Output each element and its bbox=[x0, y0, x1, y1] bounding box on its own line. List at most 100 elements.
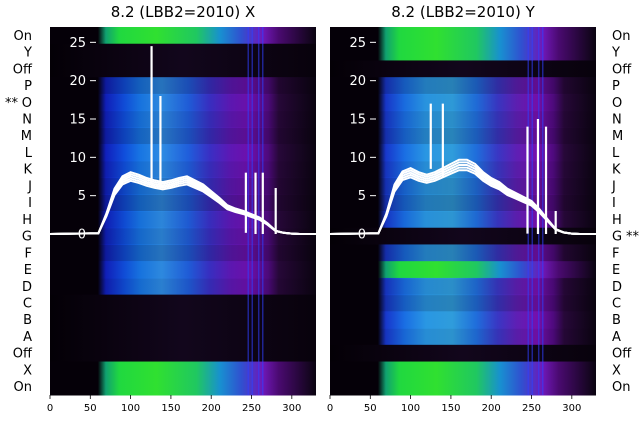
heatmap-row-off bbox=[330, 344, 596, 363]
row-label-on: On bbox=[612, 29, 630, 44]
xtick-label: 300 bbox=[562, 403, 581, 414]
row-label-off: Off bbox=[13, 347, 33, 362]
xtick-label: 0 bbox=[47, 403, 53, 414]
heatmap-row-o bbox=[50, 93, 316, 112]
row-label-x: X bbox=[23, 363, 32, 378]
heatmap-row-a bbox=[50, 328, 316, 346]
xtick-label: 250 bbox=[242, 403, 261, 414]
row-label-l: L bbox=[612, 146, 620, 161]
overlay-ytick-label: 10 bbox=[349, 151, 366, 166]
heatmap-row-f bbox=[330, 244, 596, 262]
row-marker: ** bbox=[5, 96, 19, 111]
trace-line bbox=[329, 158, 596, 235]
row-label-m: M bbox=[612, 129, 623, 144]
panel-title: 8.2 (LBB2=2010) Y bbox=[391, 3, 535, 21]
heatmap-row-b bbox=[50, 311, 316, 329]
heatmap-row-g bbox=[50, 227, 316, 245]
heatmap-row-l bbox=[330, 144, 596, 162]
xtick-label: 300 bbox=[282, 403, 301, 414]
row-label-a: A bbox=[23, 330, 32, 345]
spectral-streak bbox=[247, 27, 249, 395]
row-label-d: D bbox=[612, 280, 622, 295]
row-label-o: O bbox=[22, 96, 32, 111]
row-label-h: H bbox=[22, 213, 32, 228]
heatmap-row-o bbox=[330, 93, 596, 112]
xtick-label: 0 bbox=[327, 403, 333, 414]
heatmap-row-l bbox=[50, 144, 316, 162]
heatmap-row-d bbox=[330, 277, 596, 296]
row-label-k: K bbox=[23, 163, 32, 178]
overlay-ytick-label: 25 bbox=[349, 36, 366, 51]
heatmap-row-k bbox=[50, 160, 316, 179]
spectral-streak bbox=[251, 27, 254, 395]
overlay-ytick-label: 20 bbox=[349, 74, 366, 89]
xtick-label: 50 bbox=[364, 403, 377, 414]
trace-line bbox=[49, 171, 316, 235]
heatmap-row-g bbox=[330, 227, 596, 245]
overlay-ytick-label: 5 bbox=[358, 189, 366, 204]
xtick-label: 100 bbox=[121, 403, 140, 414]
row-label-p: P bbox=[612, 79, 620, 94]
row-label-n: N bbox=[612, 113, 622, 128]
row-label-g: G bbox=[612, 230, 622, 245]
heatmap-row-h bbox=[330, 211, 596, 229]
row-label-e: E bbox=[24, 263, 32, 278]
panel-1: 0 5 10 15 20 25 8.2 (LBB2=2010) X 0 50 100 150 200 2… bbox=[5, 3, 316, 414]
overlay-ytick-label: 0 bbox=[78, 228, 86, 243]
row-label-x: X bbox=[612, 363, 621, 378]
heatmap-row-on bbox=[50, 27, 316, 45]
xtick-label: 200 bbox=[202, 403, 221, 414]
row-label-o: O bbox=[612, 96, 622, 111]
row-label-d: D bbox=[22, 280, 32, 295]
panel-2: 0 5 10 15 20 25 8.2 (LBB2=2010) Y 0 50 100 150 200 2… bbox=[327, 3, 640, 414]
row-label-y: Y bbox=[23, 46, 32, 61]
row-label-p: P bbox=[24, 79, 32, 94]
heatmap-row-n bbox=[50, 110, 316, 128]
row-label-c: C bbox=[23, 297, 32, 312]
heatmap-row-p bbox=[50, 77, 316, 95]
heatmap-row-c bbox=[50, 294, 316, 312]
row-label-i: I bbox=[612, 196, 616, 211]
heatmap-row-y bbox=[330, 43, 596, 61]
spectral-streak bbox=[257, 27, 260, 395]
panel-title: 8.2 (LBB2=2010) X bbox=[111, 3, 256, 21]
heatmap-row-f bbox=[50, 244, 316, 262]
heatmap-row-y bbox=[50, 43, 316, 61]
row-label-g: G bbox=[22, 230, 32, 245]
row-label-e: E bbox=[612, 263, 620, 278]
overlay-ytick-label: 20 bbox=[69, 74, 86, 89]
heatmap-row-p bbox=[330, 77, 596, 95]
row-marker: ** bbox=[626, 230, 640, 245]
heatmap-row-c bbox=[330, 294, 596, 312]
row-label-on: On bbox=[14, 29, 32, 44]
xtick-label: 150 bbox=[441, 403, 460, 414]
heatmap-row-off bbox=[50, 60, 316, 78]
row-label-k: K bbox=[612, 163, 621, 178]
overlay-ytick-label: 15 bbox=[69, 113, 86, 128]
spectral-streak bbox=[541, 27, 544, 395]
xtick-label: 50 bbox=[84, 403, 97, 414]
overlay-ytick-label: 15 bbox=[349, 113, 366, 128]
row-label-b: B bbox=[23, 313, 32, 328]
heatmap-row-on bbox=[50, 378, 316, 396]
row-label-off: Off bbox=[612, 62, 632, 77]
row-label-on: On bbox=[612, 380, 630, 395]
heatmap-row-d bbox=[50, 277, 316, 296]
heatmap-row-m bbox=[50, 127, 316, 145]
heatmap-row-x bbox=[330, 361, 596, 379]
spectral-streak bbox=[531, 27, 534, 395]
row-label-i: I bbox=[28, 196, 32, 211]
row-label-f: F bbox=[612, 246, 619, 261]
heatmap-row-off bbox=[330, 60, 596, 78]
row-label-j: J bbox=[27, 179, 32, 194]
row-label-b: B bbox=[612, 313, 621, 328]
overlay-ytick-label: 5 bbox=[78, 189, 86, 204]
xtick-label: 100 bbox=[401, 403, 420, 414]
heatmap-row-n bbox=[330, 110, 596, 128]
row-label-h: H bbox=[612, 213, 622, 228]
heatmap-row-i bbox=[50, 194, 316, 212]
xtick-label: 250 bbox=[522, 403, 541, 414]
row-label-c: C bbox=[612, 297, 621, 312]
overlay-ytick-label: 0 bbox=[358, 228, 366, 243]
heatmap-row-x bbox=[50, 361, 316, 379]
